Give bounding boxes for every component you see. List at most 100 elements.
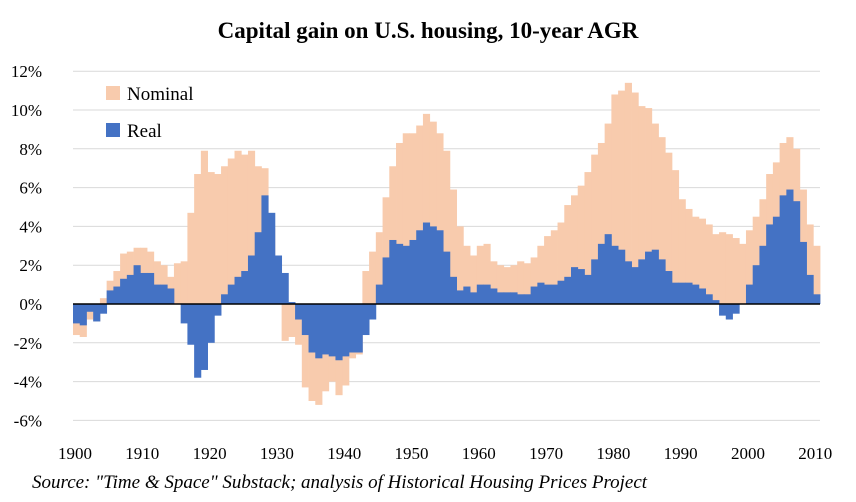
real-bar-1935	[308, 304, 316, 353]
real-bar-1923	[227, 284, 235, 304]
real-bar-1976	[584, 274, 592, 304]
real-bar-1926	[247, 255, 256, 304]
real-bar-1937	[322, 304, 330, 355]
nominal-bar-2009	[806, 224, 814, 304]
real-bar-1918	[194, 304, 202, 378]
real-bar-2000	[745, 284, 754, 304]
real-bar-1949	[402, 245, 410, 304]
nominal-bar-1983	[631, 92, 639, 304]
nominal-series	[73, 82, 821, 405]
nominal-bar-1992	[692, 216, 700, 304]
real-bar-1998	[732, 304, 740, 314]
real-bar-1987	[658, 259, 666, 304]
nominal-bar-1993	[698, 218, 706, 304]
legend-label-nominal: Nominal	[127, 84, 194, 105]
housing-chart: -6%-4%-2%0%2%4%6%8%10%12% 1900 1910 1920 19…	[11, 62, 832, 463]
nominal-bar-1919	[200, 150, 208, 304]
real-bar-1902	[86, 304, 94, 312]
x-tick-label: 1940	[327, 444, 361, 463]
real-bar-1910	[140, 272, 148, 304]
real-bar-1942	[355, 304, 363, 353]
real-bar-1975	[577, 269, 585, 304]
nominal-bar-1922	[221, 166, 229, 304]
real-bar-1962	[490, 288, 498, 304]
nominal-bar-1967	[523, 263, 532, 304]
nominal-bar-1926	[247, 150, 256, 304]
nominal-bar-1962	[490, 261, 498, 304]
real-bar-1947	[389, 239, 397, 304]
x-tick-label: 1970	[529, 444, 563, 463]
real-bar-2008	[799, 241, 807, 304]
nominal-bar-1953	[429, 121, 437, 304]
nominal-bar-1955	[443, 150, 451, 304]
real-bar-1990	[678, 282, 686, 304]
y-tick-label: 2%	[19, 256, 42, 275]
real-bar-2005	[779, 195, 787, 304]
y-tick-label: 8%	[19, 140, 42, 159]
nominal-bar-1970	[544, 236, 552, 304]
nominal-bar-1986	[651, 123, 659, 304]
nominal-bar-1995	[712, 234, 720, 304]
real-bar-1969	[537, 282, 545, 304]
real-bar-1900	[73, 304, 81, 324]
nominal-bar-2010	[813, 245, 821, 304]
real-bar-1977	[591, 259, 599, 304]
real-bar-1946	[382, 257, 390, 304]
nominal-bar-1968	[530, 257, 538, 304]
real-bar-1963	[496, 292, 505, 304]
y-tick-label: 10%	[11, 101, 42, 120]
source-note: Source: "Time & Space" Substack; analysi…	[32, 472, 648, 493]
real-bar-1951	[416, 230, 424, 304]
real-bar-1993	[698, 288, 706, 304]
real-bar-1903	[93, 304, 101, 322]
nominal-bar-1931	[281, 304, 289, 341]
legend-label-real: Real	[127, 121, 162, 142]
real-bar-1973	[564, 276, 572, 304]
nominal-bar-1943	[362, 271, 370, 304]
real-bar-1931	[281, 272, 289, 304]
nominal-bar-1987	[658, 137, 666, 304]
real-bar-1986	[651, 249, 659, 304]
nominal-bar-1957	[456, 226, 464, 304]
real-bar-2007	[793, 201, 801, 304]
x-tick-label: 1900	[58, 444, 92, 463]
y-tick-label: 0%	[19, 295, 42, 314]
legend-swatch-real	[106, 123, 120, 137]
real-series	[73, 189, 821, 378]
real-bar-1980	[611, 245, 619, 304]
x-tick-label: 1910	[125, 444, 159, 463]
real-bar-1974	[571, 267, 579, 304]
real-bar-2003	[766, 224, 774, 304]
real-bar-1968	[530, 286, 538, 304]
x-tick-label: 1960	[462, 444, 496, 463]
real-bar-1922	[221, 294, 229, 304]
nominal-bar-1991	[685, 208, 693, 304]
nominal-bar-1956	[449, 189, 457, 304]
nominal-bar-1915	[173, 263, 182, 304]
real-bar-1925	[241, 271, 249, 304]
real-bar-1906	[113, 286, 121, 304]
real-bar-2002	[759, 245, 767, 304]
real-bar-1907	[120, 278, 128, 304]
real-bar-1909	[133, 265, 141, 304]
real-bar-1908	[126, 274, 134, 304]
real-bar-1955	[443, 251, 451, 304]
nominal-bar-1918	[194, 174, 202, 304]
real-bar-1981	[618, 249, 626, 304]
real-bar-1967	[523, 294, 532, 304]
nominal-bar-1904	[99, 298, 108, 304]
real-bar-1991	[685, 282, 693, 304]
x-axis-ticks: 1900 1910 1920 1930 1940 1950 1960 1970 1980 1990…	[58, 444, 832, 463]
real-bar-1941	[348, 304, 357, 353]
real-bar-1904	[99, 304, 108, 314]
nominal-bar-1933	[295, 304, 303, 345]
real-bar-1956	[449, 276, 457, 304]
nominal-bar-1912	[153, 261, 161, 304]
real-bar-1995	[712, 300, 720, 304]
real-bar-1985	[645, 251, 653, 304]
nominal-bar-1978	[597, 142, 606, 304]
nominal-bar-1990	[678, 199, 686, 304]
nominal-bar-1963	[496, 265, 505, 304]
nominal-bar-1999	[739, 243, 747, 304]
real-bar-1934	[301, 304, 309, 336]
